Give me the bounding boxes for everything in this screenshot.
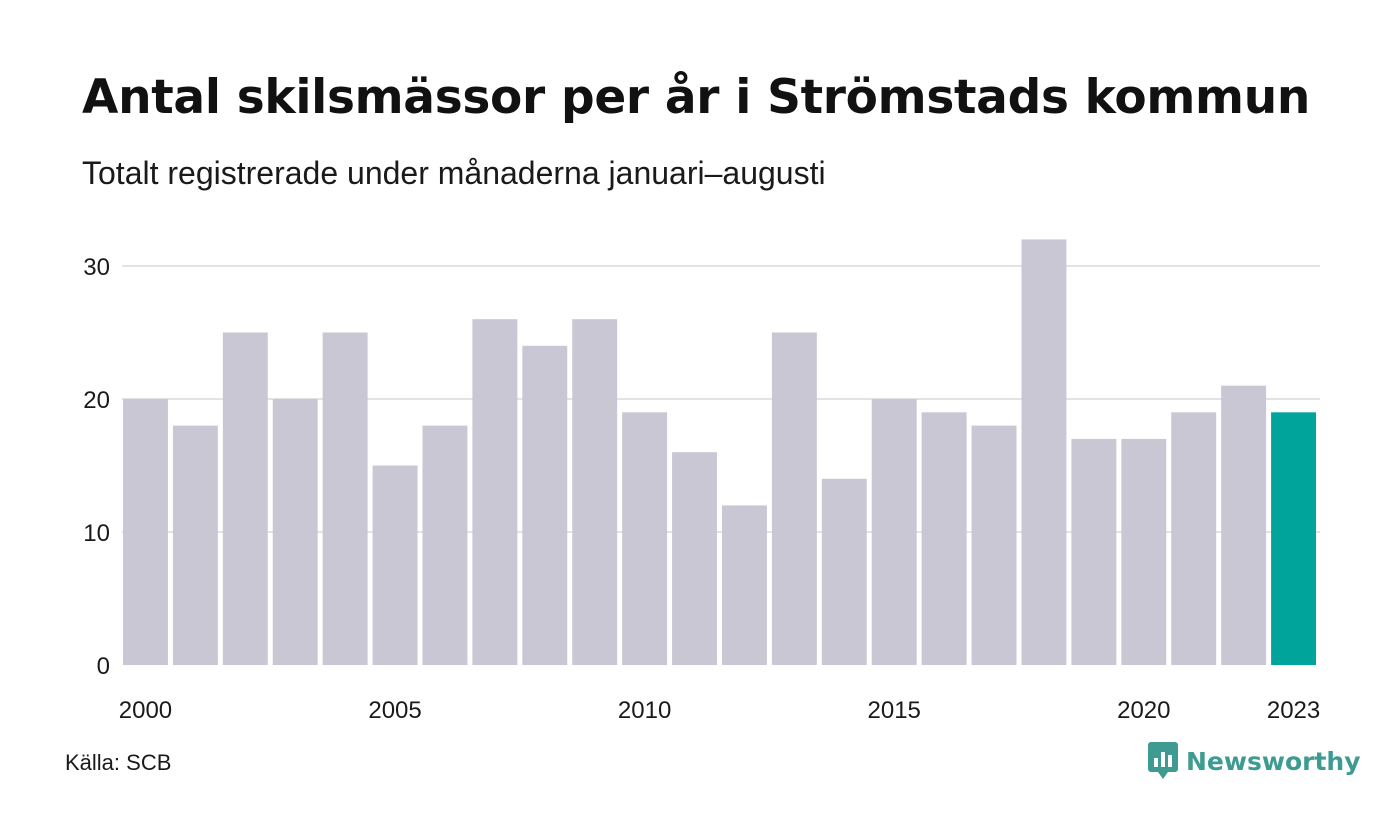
bar-2020 (1121, 438, 1167, 665)
newsworthy-logo-icon (1148, 742, 1178, 779)
y-tick-label-10: 10 (83, 520, 110, 547)
bar-2017 (971, 425, 1017, 665)
bar-2018 (1021, 239, 1067, 665)
bar-2001 (172, 425, 218, 665)
source-note: Källa: SCB (65, 750, 172, 775)
bar-2004 (322, 332, 368, 665)
bar-2011 (672, 452, 717, 665)
bar-2000 (123, 399, 168, 665)
bar-2015 (871, 399, 917, 665)
newsworthy-logo-text: Newsworthy (1186, 746, 1361, 776)
y-tick-label-0: 0 (97, 653, 110, 680)
x-tick-label-2015: 2015 (868, 697, 921, 724)
x-tick-label-2000: 2000 (119, 697, 172, 724)
bar-2019 (1071, 438, 1117, 665)
x-tick-label-2023: 2023 (1267, 697, 1320, 724)
bar-2003 (272, 399, 318, 665)
y-tick-label-30: 30 (83, 254, 110, 281)
x-tick-label-2005: 2005 (368, 697, 421, 724)
bar-2012 (722, 505, 767, 665)
bar-2009 (572, 319, 618, 665)
x-axis-ticks: 2000 2005 2010 2015 2020 2023 (119, 697, 1320, 724)
bar-2008 (522, 345, 568, 665)
chart-title: Antal skilsmässor per år i Strömstads ko… (82, 70, 1311, 125)
bar-2021 (1171, 412, 1217, 665)
bar-2006 (422, 425, 468, 665)
bar-2002 (222, 332, 268, 665)
bar-2005 (372, 465, 418, 665)
x-tick-label-2020: 2020 (1117, 697, 1170, 724)
bar-2010 (622, 412, 668, 665)
y-tick-label-20: 20 (83, 387, 110, 414)
bar-2007 (472, 319, 518, 665)
bar-2014 (821, 478, 867, 665)
chart-subtitle: Totalt registrerade under månaderna janu… (82, 155, 826, 191)
newsworthy-logo: Newsworthy (1148, 742, 1361, 780)
bar-2016 (921, 412, 967, 665)
x-tick-label-2010: 2010 (618, 697, 671, 724)
bar-chart: 0 10 20 30 2000 2005 2010 2015 2020 2023 (83, 239, 1320, 724)
bar-2013 (771, 332, 817, 665)
bar-2022 (1221, 385, 1267, 665)
y-axis-ticks: 0 10 20 30 (83, 254, 110, 680)
bar-2023 (1271, 412, 1316, 665)
bars (123, 239, 1316, 665)
grid-lines (122, 265, 1320, 533)
